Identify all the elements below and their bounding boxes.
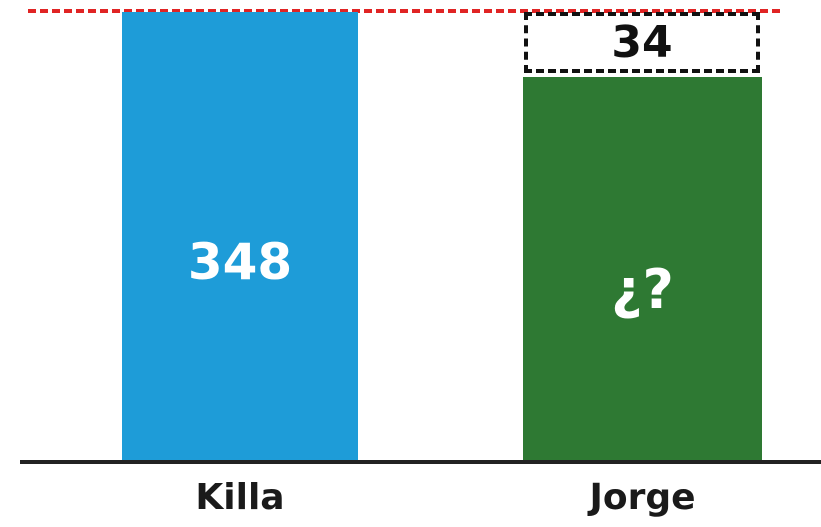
reference-dashed-line [28,9,780,13]
category-label-killa: Killa [195,477,285,518]
bar-killa: 348 [122,12,358,462]
baseline-axis [20,460,821,464]
bar-killa-value: 348 [187,233,293,291]
bar-jorge: ¿? [523,77,762,462]
bar-jorge-unknown-value: ¿? [611,257,674,321]
category-label-jorge: Jorge [589,477,696,518]
difference-value: 34 [611,16,673,68]
difference-box: 34 [524,12,760,73]
